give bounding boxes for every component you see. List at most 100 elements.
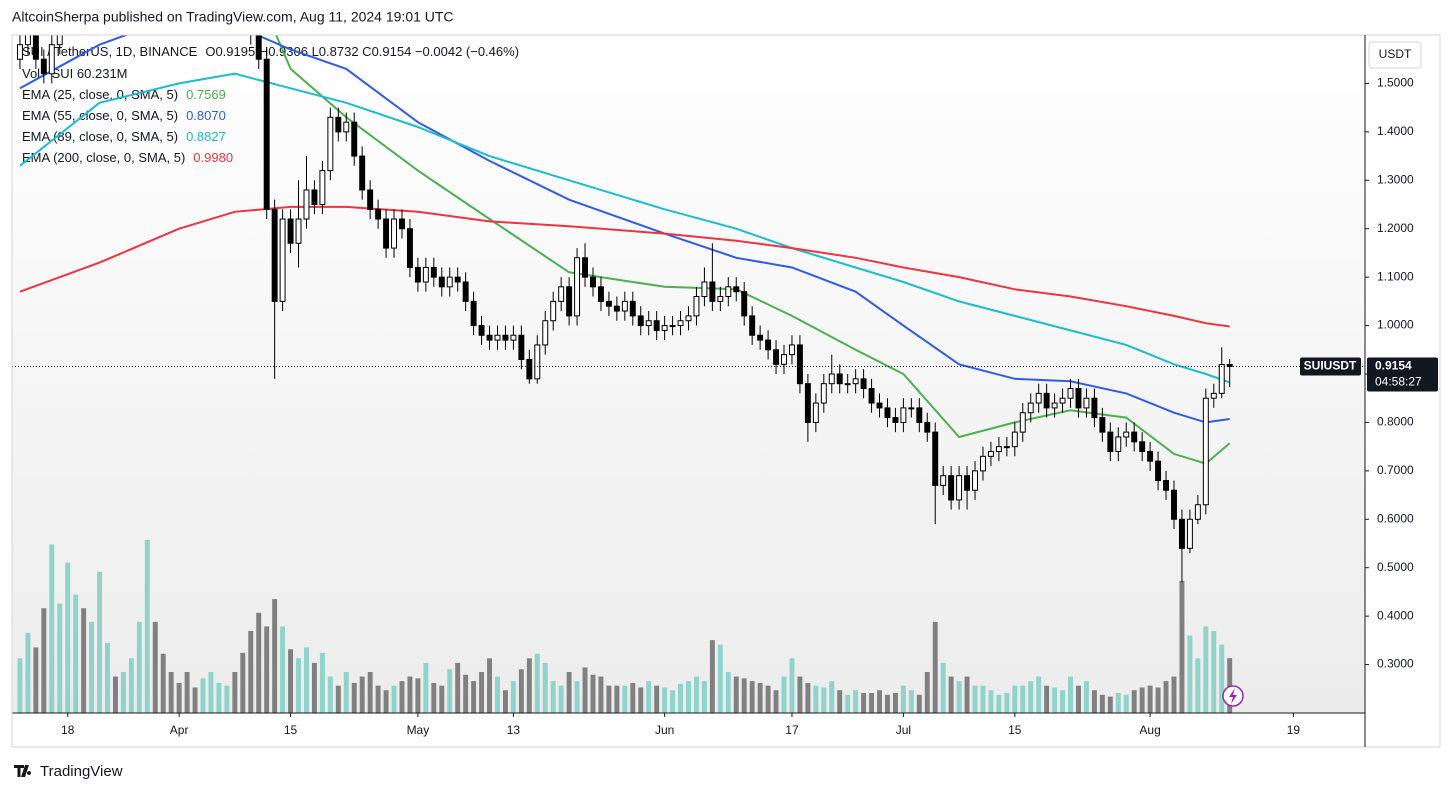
volume-legend: Vol · SUI 60.231M	[22, 66, 128, 81]
volume-bar	[304, 647, 309, 713]
candle-body	[1051, 402, 1058, 409]
volume-bar	[120, 672, 126, 713]
volume-bar	[988, 690, 994, 713]
candle-body	[56, 35, 63, 46]
ema-line	[19, 72, 1231, 384]
candle-body	[454, 276, 461, 283]
volume-bar	[900, 685, 906, 713]
volume-bar	[455, 662, 461, 713]
candle-body	[582, 257, 589, 278]
price-unit: USDT	[1379, 47, 1412, 61]
candle-body	[406, 228, 413, 268]
candle-body	[470, 300, 477, 327]
volume-bar	[447, 669, 453, 713]
candle-body	[597, 286, 604, 302]
candle-body	[1178, 518, 1185, 549]
volume-bar	[1076, 685, 1081, 713]
volume-bar	[1012, 685, 1018, 713]
symbol-legend: SUI / TetherUS, 1D, BINANCE O0.9195 H0.93…	[22, 44, 519, 59]
candle-body	[892, 417, 899, 423]
y-tick-label: 0.7000	[1377, 463, 1414, 477]
volume-bar	[89, 621, 95, 713]
volume-bar	[248, 631, 254, 713]
candle-body	[1147, 450, 1154, 462]
volume-bar	[391, 685, 397, 713]
volume-bar	[176, 682, 182, 713]
logo-mark	[14, 765, 32, 777]
candle-body	[351, 121, 358, 157]
alert-bolt	[1229, 688, 1237, 704]
x-tick-label: Aug	[1139, 723, 1160, 737]
x-tick-label: Jul	[896, 723, 911, 737]
candle-body	[828, 373, 835, 385]
candle-body	[1226, 364, 1233, 368]
volume-bar	[208, 672, 214, 713]
candle-body	[1218, 364, 1225, 394]
y-tick-label: 1.0000	[1377, 318, 1414, 332]
volume-bar	[542, 662, 548, 713]
candle-body	[788, 344, 795, 356]
volume-bar	[1020, 685, 1026, 713]
candle-body	[741, 291, 748, 317]
candle-body	[677, 320, 684, 327]
volume-bar	[471, 681, 477, 713]
candle-body	[709, 281, 716, 302]
volume-bar	[1060, 690, 1066, 713]
y-tick-label: 1.1000	[1377, 269, 1414, 283]
candle-body	[359, 155, 366, 191]
volume-bar	[343, 672, 349, 713]
volume-bar	[526, 658, 532, 713]
y-tick-label: 1.3000	[1377, 172, 1414, 186]
volume-bar	[1004, 692, 1010, 713]
candle-body	[1099, 417, 1106, 433]
candle-body	[1067, 388, 1074, 399]
volume-bar	[837, 690, 843, 713]
volume-bar	[885, 694, 890, 713]
candle-body	[279, 218, 286, 302]
y-tick-label: 0.6000	[1377, 511, 1414, 525]
volume-bar	[73, 594, 79, 713]
volume-bar	[821, 687, 827, 713]
candle-body	[733, 286, 740, 293]
candle-body	[1139, 441, 1146, 452]
candle-body	[1083, 397, 1090, 409]
candle-body	[399, 218, 405, 230]
volume-bar	[1211, 631, 1217, 713]
volume-bar	[1115, 692, 1121, 713]
candle-body	[311, 189, 318, 206]
volume-bar	[765, 685, 771, 713]
volume-bar	[701, 681, 707, 713]
unit-box[interactable]	[1368, 41, 1422, 69]
volume-bar	[709, 640, 715, 713]
volume-bar	[319, 652, 325, 713]
candle-body	[1123, 431, 1130, 438]
volume-bar	[1083, 681, 1089, 713]
candle-body	[1043, 392, 1050, 409]
volume-bar	[908, 690, 914, 713]
volume-bar	[1052, 687, 1058, 713]
candle-body	[852, 378, 859, 385]
candle-body	[303, 189, 310, 220]
candle-body	[430, 266, 437, 278]
volume-bar	[200, 678, 206, 713]
volume-bar	[359, 676, 365, 713]
candle-body	[964, 475, 971, 491]
volume-bar	[17, 658, 23, 713]
ohlc-values: O0.9195 H0.9306 L0.8732 C0.9154 −0.0042 …	[205, 44, 519, 59]
candle-body	[661, 325, 668, 331]
volume-bar	[638, 687, 644, 713]
candle-body	[1107, 431, 1114, 452]
volume-bar	[678, 683, 684, 713]
volume-bar	[749, 681, 755, 713]
candle-body	[343, 121, 350, 133]
candle-body	[287, 218, 294, 244]
volume-bar	[1171, 676, 1177, 713]
volume-bar	[1107, 696, 1113, 713]
candle-body	[1202, 397, 1209, 506]
candle-body	[502, 334, 509, 341]
candle-body	[876, 402, 883, 409]
volume-bar	[49, 544, 55, 713]
volume-bar	[57, 603, 63, 713]
candle-body	[24, 35, 31, 46]
candle-body	[271, 208, 278, 302]
